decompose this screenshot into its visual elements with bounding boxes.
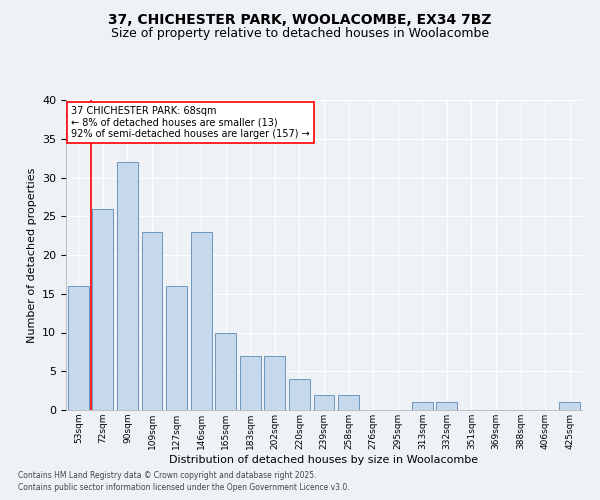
- Bar: [338, 394, 359, 410]
- Bar: [191, 232, 212, 410]
- Bar: [289, 379, 310, 410]
- Text: Size of property relative to detached houses in Woolacombe: Size of property relative to detached ho…: [111, 28, 489, 40]
- Bar: [117, 162, 138, 410]
- Bar: [142, 232, 163, 410]
- Bar: [240, 356, 261, 410]
- Bar: [166, 286, 187, 410]
- Text: Contains HM Land Registry data © Crown copyright and database right 2025.: Contains HM Land Registry data © Crown c…: [18, 470, 317, 480]
- Bar: [412, 402, 433, 410]
- Bar: [314, 394, 334, 410]
- Bar: [559, 402, 580, 410]
- Bar: [436, 402, 457, 410]
- Text: 37 CHICHESTER PARK: 68sqm
← 8% of detached houses are smaller (13)
92% of semi-d: 37 CHICHESTER PARK: 68sqm ← 8% of detach…: [71, 106, 310, 140]
- Bar: [68, 286, 89, 410]
- Bar: [215, 332, 236, 410]
- Bar: [265, 356, 286, 410]
- Bar: [92, 208, 113, 410]
- Text: Contains public sector information licensed under the Open Government Licence v3: Contains public sector information licen…: [18, 483, 350, 492]
- Y-axis label: Number of detached properties: Number of detached properties: [26, 168, 37, 342]
- Text: 37, CHICHESTER PARK, WOOLACOMBE, EX34 7BZ: 37, CHICHESTER PARK, WOOLACOMBE, EX34 7B…: [108, 12, 492, 26]
- X-axis label: Distribution of detached houses by size in Woolacombe: Distribution of detached houses by size …: [169, 454, 479, 464]
